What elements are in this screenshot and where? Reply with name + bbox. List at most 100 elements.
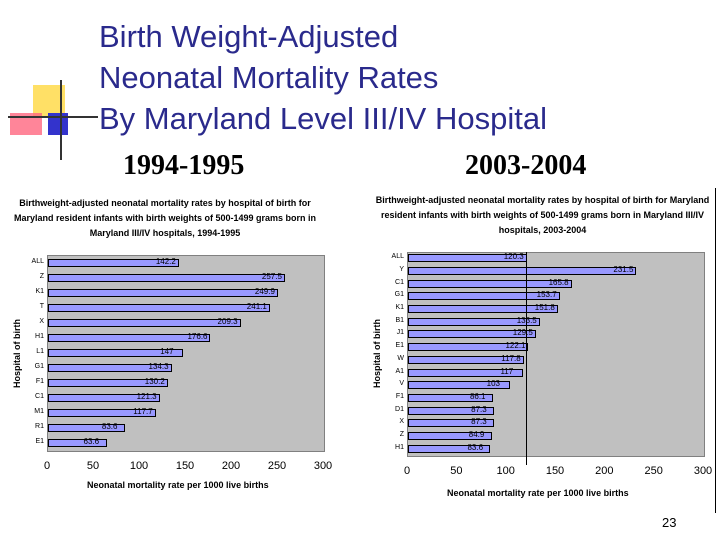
bar (408, 393, 493, 402)
category-label: W (397, 354, 404, 362)
x-tick-label: 150 (175, 460, 195, 472)
x-tick-label: 50 (86, 460, 100, 472)
category-label: R1 (35, 422, 44, 430)
data-label: 134.3 (148, 361, 169, 371)
category-label: J1 (396, 329, 404, 337)
bar (48, 273, 285, 282)
data-label: 130.2 (144, 376, 165, 386)
period-label-right: 2003-2004 (465, 150, 587, 181)
bar (48, 438, 107, 447)
bar (48, 378, 168, 387)
data-label: 165.8 (548, 277, 569, 287)
bar (408, 330, 536, 339)
data-label: 249.9 (254, 286, 275, 296)
data-label: 87.3 (471, 417, 487, 427)
data-label: 176.6 (187, 331, 208, 341)
category-label: X (399, 418, 404, 426)
category-label: K1 (35, 287, 44, 295)
data-label: 231.5 (613, 265, 634, 275)
bar (48, 348, 184, 357)
period-label-left: 1994-1995 (123, 150, 245, 181)
data-label: 133.5 (516, 315, 537, 325)
bar (48, 363, 172, 372)
data-label: 151.8 (534, 303, 555, 313)
chart-1994-1995: Birthweight-adjusted neonatal mortality … (10, 188, 340, 500)
bar (408, 267, 637, 276)
x-tick-label: 50 (450, 465, 463, 477)
x-tick-label: 250 (644, 465, 663, 477)
slide-title: Birth Weight-Adjusted Neonatal Mortality … (99, 19, 547, 136)
data-label: 241.1 (246, 301, 267, 311)
data-label: 129.5 (512, 328, 533, 338)
category-label: B1 (395, 316, 404, 324)
bar (408, 381, 510, 390)
category-label: L1 (36, 347, 44, 355)
page-number: 23 (662, 515, 677, 530)
category-label: T (39, 302, 44, 310)
category-label: A1 (395, 367, 404, 375)
x-tick-label: 150 (545, 465, 565, 477)
bar (408, 419, 495, 428)
category-label: M1 (34, 407, 44, 415)
data-label: 117 (500, 366, 514, 376)
data-label: 87.3 (471, 404, 487, 414)
x-tick-label: 300 (313, 460, 333, 472)
data-label: 121.3 (136, 391, 157, 401)
data-label: 153.7 (536, 290, 557, 300)
data-label: 86.1 (469, 391, 486, 401)
category-label: H1 (395, 443, 404, 451)
category-label: K1 (395, 304, 404, 312)
bar (48, 393, 160, 402)
data-label: 83.6 (101, 421, 118, 431)
x-tick-label: 0 (403, 465, 411, 477)
bar (408, 305, 558, 314)
x-tick-label: 0 (43, 460, 51, 472)
category-label: G1 (394, 291, 404, 299)
y-axis-label: Hospital of birth (12, 319, 22, 388)
bar (408, 444, 491, 453)
bar (408, 292, 560, 301)
x-tick-label: 100 (496, 465, 515, 477)
category-label: F1 (35, 377, 44, 385)
chart-title: Birthweight-adjusted neonatal mortality … (375, 195, 710, 235)
data-label: 257.5 (261, 271, 282, 281)
bar (408, 343, 529, 352)
reference-line (525, 252, 527, 465)
bar (48, 288, 278, 297)
data-label: 63.6 (83, 436, 100, 446)
category-label: V (399, 380, 404, 388)
bar (408, 431, 492, 440)
data-label: 117.8 (501, 353, 521, 363)
x-axis-label: Neonatal mortality rate per 1000 live bi… (87, 480, 269, 490)
bar (48, 408, 157, 417)
category-label: H1 (35, 332, 44, 340)
bar (408, 368, 524, 377)
x-tick-label: 200 (595, 465, 614, 477)
x-axis-label: Neonatal mortality rate per 1000 live bi… (447, 488, 629, 498)
category-label: G1 (34, 362, 44, 370)
chart-title: Birthweight-adjusted neonatal mortality … (13, 198, 317, 238)
x-tick-label: 250 (267, 460, 287, 472)
category-label: E1 (35, 437, 44, 445)
data-label: 117.7 (133, 406, 153, 416)
x-tick-label: 200 (221, 460, 241, 472)
data-label: 122.1 (505, 341, 526, 351)
x-tick-label: 300 (693, 465, 713, 477)
category-label: D1 (395, 405, 404, 413)
data-label: 120.3 (503, 252, 524, 262)
data-label: 84.9 (468, 429, 485, 439)
category-label: Y (399, 266, 404, 274)
category-label: ALL (31, 257, 44, 265)
bar (408, 279, 572, 288)
category-label: F1 (395, 392, 404, 400)
bar (48, 318, 241, 327)
bar (408, 406, 495, 415)
bar (408, 355, 525, 364)
data-label: 209.3 (217, 316, 238, 326)
data-label: 103 (486, 379, 500, 389)
x-tick-label: 100 (129, 460, 149, 472)
bar (48, 303, 270, 312)
y-axis-label: Hospital of birth (372, 319, 382, 388)
category-label: X (39, 317, 44, 325)
category-label: Z (399, 430, 404, 438)
